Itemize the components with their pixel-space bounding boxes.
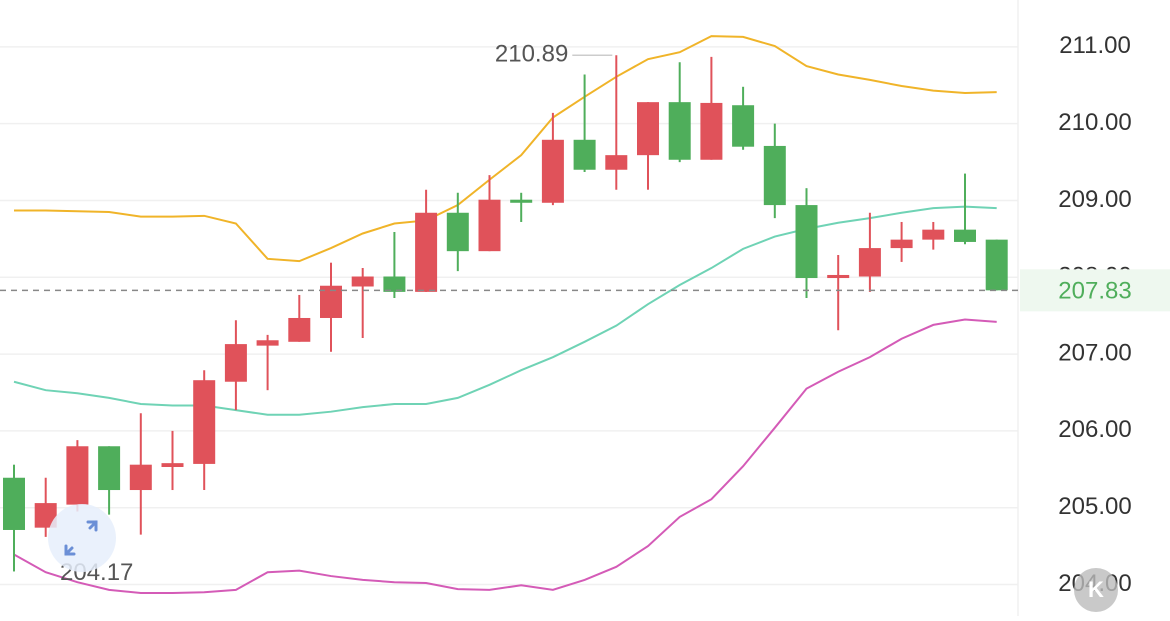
candle-body [446, 212, 469, 252]
candle-body [922, 229, 945, 240]
watermark-badge [1074, 568, 1118, 612]
candle-body [383, 276, 406, 292]
expand-button[interactable] [48, 504, 116, 572]
last-price-box [1020, 269, 1170, 312]
candle-body [827, 274, 850, 279]
candle-body [98, 446, 121, 491]
candle-body [795, 205, 818, 279]
last-price-label: 207.83 [1058, 278, 1131, 305]
y-tick-label: 211.00 [1059, 32, 1131, 59]
candle-body [224, 344, 247, 382]
band-line [13, 318, 997, 594]
candle-body [3, 477, 25, 530]
candle-body [320, 285, 342, 318]
candle-body [890, 239, 913, 249]
y-tick-label: 207.00 [1058, 339, 1131, 366]
candle-body [573, 139, 596, 170]
candle-body [700, 102, 723, 160]
candles [3, 55, 1008, 572]
watermark: K [1088, 577, 1104, 602]
candle-body [66, 446, 89, 505]
candle-body [985, 239, 1008, 291]
candle-body [668, 102, 691, 160]
grid: 211.00210.00209.00208.00207.00206.00205.… [0, 32, 1132, 597]
candle-body [541, 139, 564, 203]
y-tick-label: 210.00 [1058, 109, 1131, 136]
candle-body [193, 380, 216, 464]
band-line [13, 205, 997, 416]
candle-body [510, 199, 533, 203]
candle-body [478, 199, 501, 252]
candle-body [954, 229, 976, 242]
y-tick-label: 209.00 [1058, 186, 1131, 213]
y-tick-label: 205.00 [1058, 493, 1131, 520]
y-tick-label: 206.00 [1058, 416, 1131, 443]
candle-body [256, 340, 279, 346]
candle-body [34, 503, 57, 528]
candle-body [351, 276, 374, 287]
band-line [14, 35, 997, 263]
candle-body [605, 155, 628, 170]
candle-body [415, 212, 438, 292]
candle-body [161, 463, 184, 467]
bands [13, 35, 997, 594]
expand-icon [64, 520, 98, 556]
candle-body [288, 317, 311, 342]
candle-body [732, 105, 755, 147]
candle-body [858, 248, 881, 277]
candle-body [129, 464, 152, 491]
candle-body [763, 145, 786, 206]
candle-body [637, 102, 659, 156]
max-label: 210.89 [495, 41, 568, 68]
